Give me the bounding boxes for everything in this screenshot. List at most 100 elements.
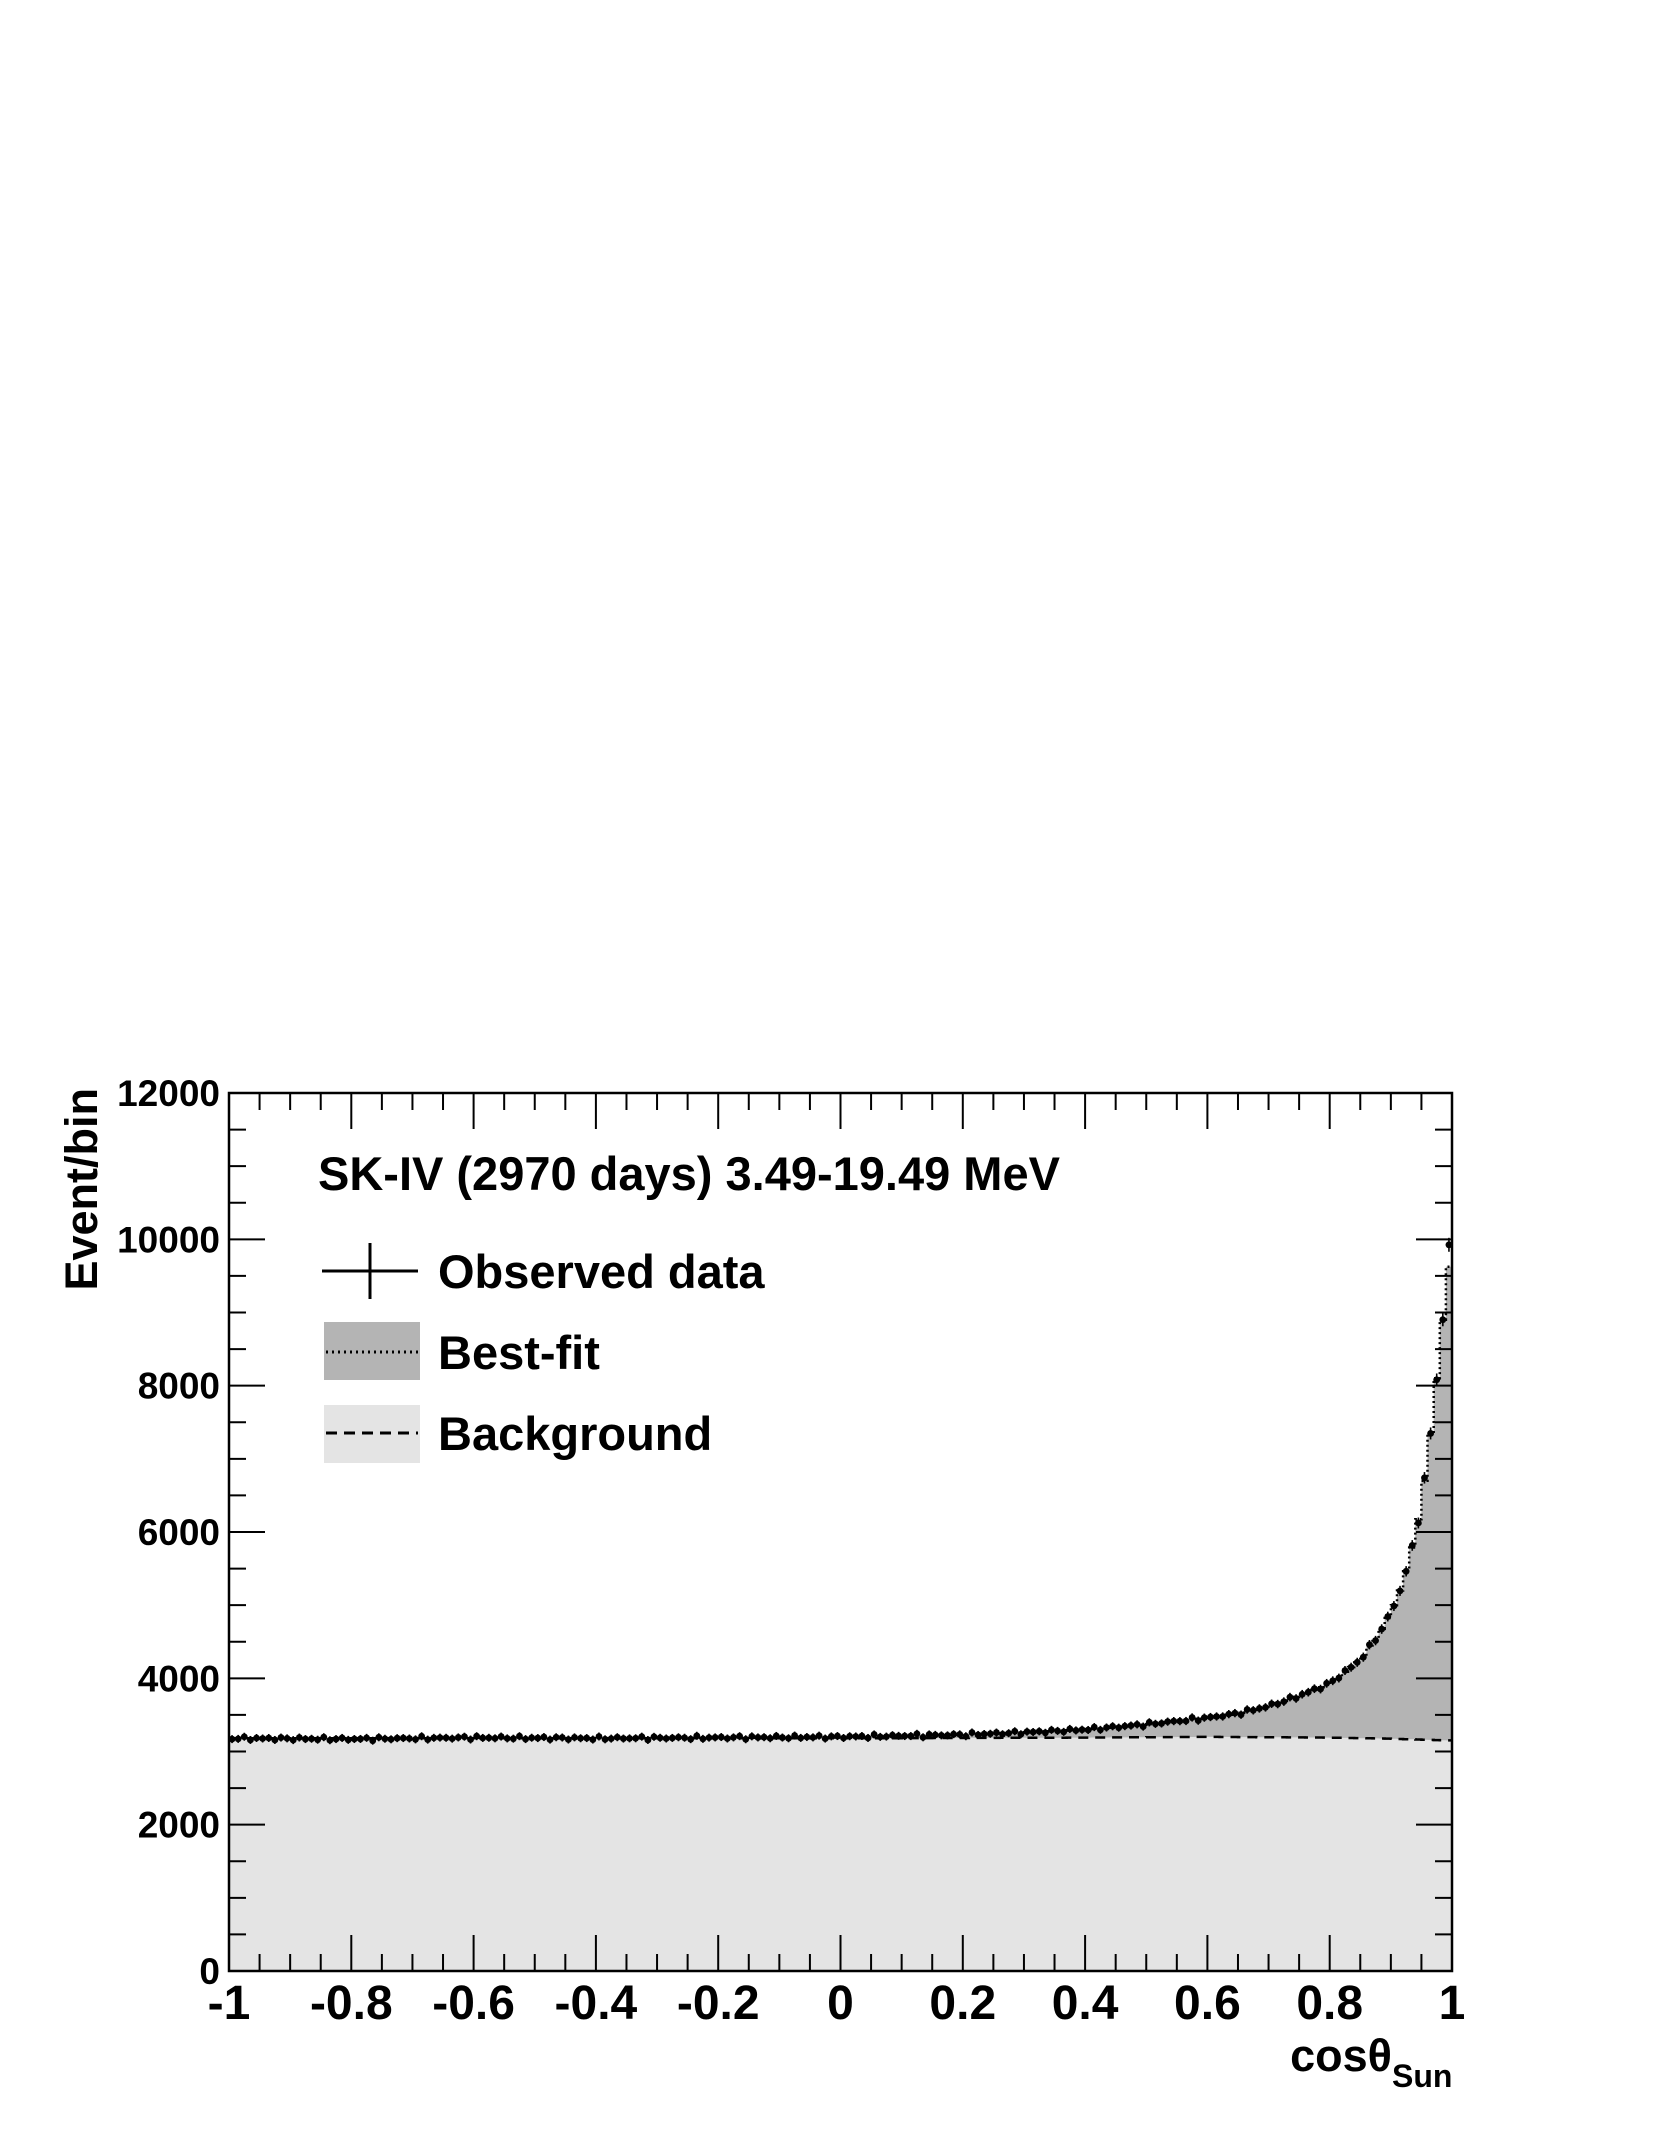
data-point (1268, 1700, 1276, 1708)
data-point (1378, 1625, 1386, 1633)
data-point (534, 1734, 542, 1742)
data-point (852, 1733, 860, 1740)
data-point (1035, 1727, 1043, 1735)
data-point (277, 1734, 285, 1741)
y-tick-label: 4000 (138, 1658, 220, 1699)
data-point (1390, 1602, 1398, 1610)
data-point (638, 1733, 646, 1741)
data-point (1054, 1727, 1061, 1735)
data-point (937, 1731, 945, 1739)
data-point (240, 1733, 248, 1741)
data-point (497, 1733, 505, 1740)
data-point (956, 1730, 964, 1738)
data-point (344, 1736, 352, 1744)
data-point (699, 1735, 707, 1743)
data-point (1213, 1713, 1220, 1720)
data-point (1152, 1720, 1159, 1728)
data-point (1072, 1727, 1080, 1734)
data-point (931, 1731, 939, 1739)
data-point (840, 1734, 847, 1742)
data-point (1103, 1724, 1110, 1731)
data-point (1304, 1688, 1312, 1696)
data-point (295, 1734, 303, 1741)
data-point (509, 1735, 517, 1743)
data-point (791, 1732, 799, 1739)
data-point (980, 1730, 988, 1738)
data-point (589, 1736, 597, 1743)
data-point (1023, 1728, 1031, 1736)
data-point (1335, 1674, 1343, 1682)
data-point (485, 1734, 493, 1742)
data-point (950, 1730, 958, 1738)
data-point (320, 1733, 328, 1741)
data-point (919, 1733, 927, 1741)
data-point (1292, 1695, 1300, 1702)
data-point (913, 1730, 921, 1738)
data-point (821, 1735, 829, 1742)
data-point (766, 1734, 774, 1742)
data-point (1359, 1653, 1367, 1661)
data-point (693, 1732, 701, 1740)
data-point (846, 1732, 854, 1740)
data-point (326, 1736, 334, 1744)
data-point (259, 1735, 267, 1742)
data-point (1176, 1717, 1184, 1725)
data-point (607, 1735, 615, 1743)
data-point (350, 1735, 358, 1743)
data-point (1182, 1717, 1190, 1725)
legend-entry-observed-data: Observed data (322, 1243, 765, 1299)
data-point (1127, 1722, 1135, 1729)
data-point (442, 1734, 450, 1742)
data-point (1341, 1667, 1349, 1674)
data-point (289, 1736, 297, 1744)
data-point (974, 1731, 982, 1739)
data-point (681, 1734, 688, 1742)
data-point (234, 1735, 242, 1743)
data-point (369, 1737, 377, 1745)
data-point (968, 1729, 976, 1736)
data-point (1433, 1376, 1441, 1384)
data-point (1384, 1613, 1392, 1620)
data-point (1396, 1587, 1404, 1595)
data-point (1329, 1677, 1337, 1685)
data-point (1170, 1717, 1178, 1725)
x-tick-label: 0 (827, 1977, 854, 2030)
data-point (503, 1734, 511, 1742)
data-point (1372, 1637, 1379, 1644)
data-point (1084, 1726, 1092, 1734)
y-tick-label: 6000 (138, 1512, 220, 1553)
data-point (1164, 1718, 1172, 1726)
data-point (461, 1733, 468, 1741)
chart-fills (229, 1266, 1452, 1971)
data-point (876, 1733, 884, 1741)
data-point (1243, 1706, 1251, 1713)
data-point (1298, 1690, 1306, 1698)
x-tick-label: -0.6 (432, 1977, 515, 2030)
data-point (448, 1735, 456, 1743)
data-point (1249, 1706, 1257, 1714)
data-point (1255, 1705, 1263, 1712)
data-point (742, 1735, 750, 1743)
data-point (546, 1736, 554, 1744)
data-point (540, 1733, 548, 1741)
data-point (1139, 1723, 1147, 1731)
data-point (436, 1734, 444, 1742)
x-tick-label: 0.8 (1296, 1977, 1363, 2030)
data-point (944, 1731, 951, 1739)
data-point (1048, 1726, 1055, 1734)
data-point (1133, 1720, 1141, 1728)
data-point (601, 1735, 609, 1743)
data-point (1280, 1698, 1288, 1706)
data-point (772, 1732, 780, 1740)
data-point (834, 1732, 841, 1740)
data-point (577, 1734, 585, 1742)
data-point (265, 1734, 273, 1742)
data-point (668, 1734, 676, 1742)
data-point (962, 1732, 970, 1740)
x-tick-label: 1 (1439, 1977, 1466, 2030)
data-point (870, 1731, 878, 1738)
data-point (1353, 1658, 1361, 1666)
data-point (522, 1735, 529, 1743)
data-point (809, 1733, 817, 1741)
data-point (314, 1736, 322, 1744)
